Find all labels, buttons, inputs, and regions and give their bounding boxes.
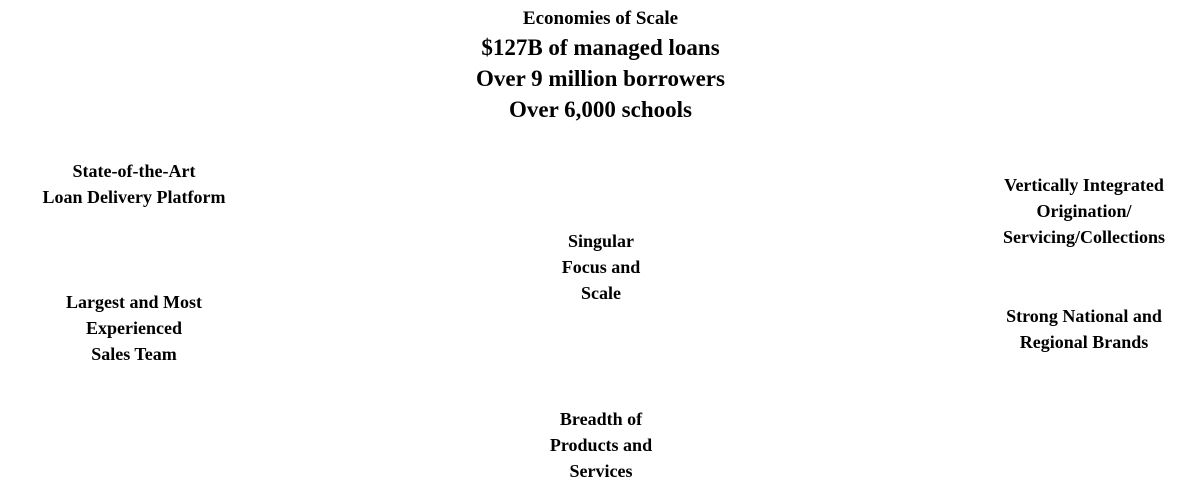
label-line: State-of-the-Art: [72, 161, 196, 181]
label-line: Scale: [581, 283, 621, 303]
products-services-label: Breadth of Products and Services: [520, 406, 682, 484]
label-line: Services: [569, 461, 633, 481]
vertically-integrated-label: Vertically Integrated Origination/ Servi…: [966, 172, 1202, 250]
label-line: Servicing/Collections: [1003, 227, 1165, 247]
economies-of-scale-heading: Economies of Scale: [522, 8, 679, 29]
sales-team-label: Largest and Most Experienced Sales Team: [0, 289, 268, 367]
label-line: Regional Brands: [1019, 332, 1149, 352]
label-line: Vertically Integrated: [1004, 175, 1164, 195]
label-line: Focus and: [561, 257, 641, 277]
label-line: Singular: [567, 231, 635, 251]
brands-label: Strong National and Regional Brands: [966, 303, 1202, 355]
label-line: Experienced: [86, 318, 182, 338]
label-line: Sales Team: [91, 344, 177, 364]
borrowers-stat: Over 9 million borrowers: [476, 66, 725, 91]
economies-of-scale-block: Economies of Scale $127B of managed loan…: [380, 6, 821, 125]
loan-delivery-platform-label: State-of-the-Art Loan Delivery Platform: [0, 158, 268, 210]
label-line: Breadth of: [559, 409, 643, 429]
label-line: Origination/: [1036, 201, 1132, 221]
label-line: Strong National and: [1006, 306, 1162, 326]
managed-loans-stat: $127B of managed loans: [481, 35, 720, 60]
label-line: Products and: [549, 435, 653, 455]
singular-focus-label: Singular Focus and Scale: [520, 228, 682, 306]
schools-stat: Over 6,000 schools: [509, 97, 692, 122]
label-line: Largest and Most: [66, 292, 202, 312]
label-line: Loan Delivery Platform: [42, 187, 226, 207]
